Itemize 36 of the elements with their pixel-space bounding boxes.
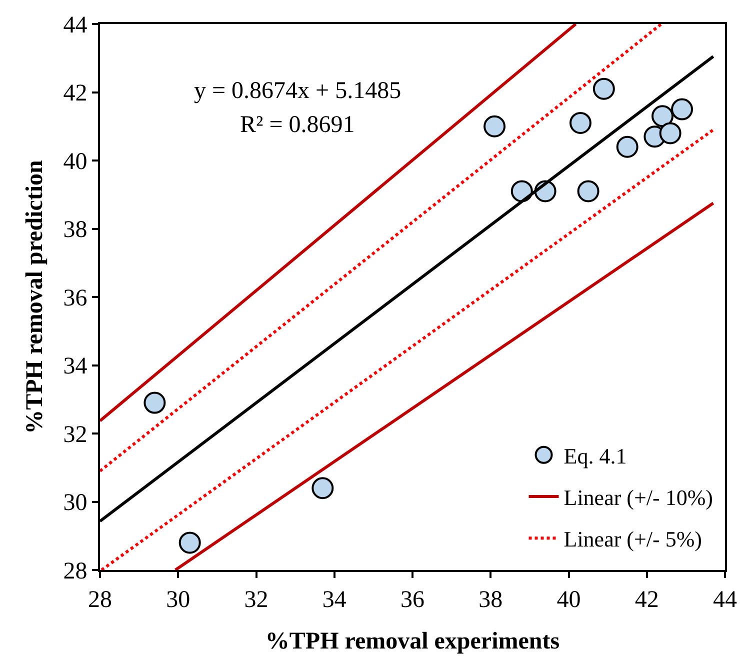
- point: [671, 98, 694, 120]
- point: [144, 392, 166, 414]
- x-tick-label: 32: [244, 586, 268, 613]
- point: [616, 136, 638, 158]
- y-tick-label: 34: [63, 354, 88, 380]
- x-tick-label: 36: [400, 586, 424, 613]
- x-tick-label: 28: [88, 586, 112, 613]
- point: [484, 115, 506, 138]
- x-tick-label: 30: [166, 586, 190, 613]
- x-tick-label: 40: [556, 586, 581, 613]
- annotation: y = 0.8674x + 5.1485: [194, 78, 402, 104]
- y-tick-label: 28: [63, 558, 88, 584]
- y-tick-label: 44: [63, 12, 88, 38]
- point: [312, 477, 334, 500]
- y-tick-label: 40: [63, 148, 88, 175]
- point: [592, 78, 615, 100]
- point: [577, 180, 600, 202]
- y-axis-title: %TPH removal prediction: [22, 160, 48, 434]
- point: [659, 122, 682, 144]
- x-tick-label: 34: [322, 586, 346, 613]
- legend-label: Linear (+/- 5%): [564, 526, 702, 552]
- y-tick-label: 30: [63, 490, 88, 516]
- x-tick-label: 42: [634, 586, 659, 613]
- legend-label: Eq. 4.1: [564, 443, 627, 468]
- x-tick-label: 38: [478, 586, 503, 613]
- y-tick-label: 38: [63, 217, 88, 244]
- x-axis-title: %TPH removal experiments: [265, 628, 560, 655]
- point: [178, 532, 201, 554]
- y-tick-label: 42: [63, 80, 88, 107]
- point: [569, 112, 592, 134]
- annotation: R² = 0.8691: [240, 112, 355, 138]
- x-tick-label: 44: [713, 586, 737, 613]
- legend-label: Linear (+/- 10%): [564, 485, 713, 510]
- y-tick-label: 32: [63, 422, 88, 448]
- y-tick-label: 36: [63, 285, 88, 312]
- point: [652, 105, 674, 128]
